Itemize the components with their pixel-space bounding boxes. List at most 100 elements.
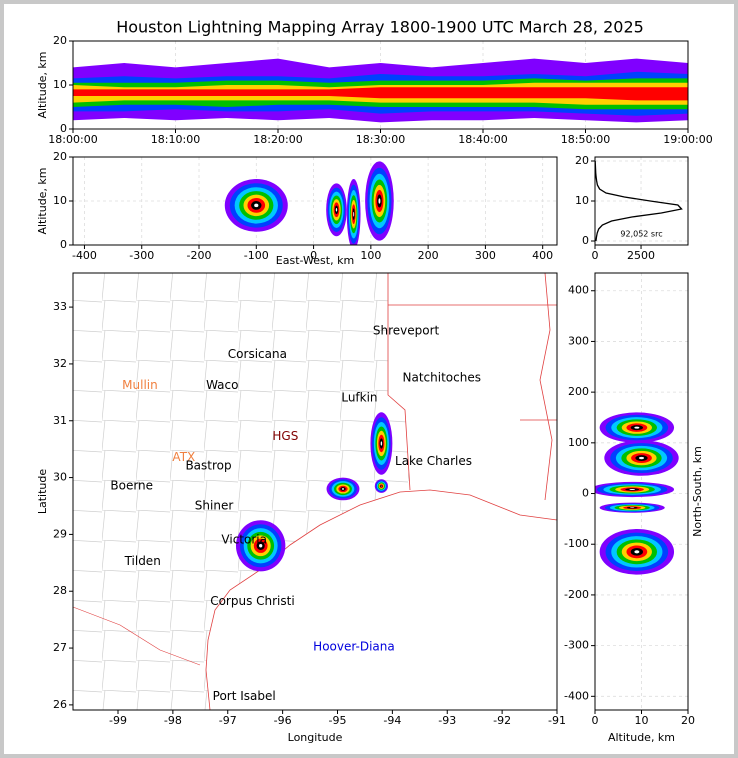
annotation: 92,052 src bbox=[620, 230, 662, 239]
source-density bbox=[639, 456, 644, 460]
x-tick-label: 18:00:00 bbox=[48, 133, 97, 146]
plot-area bbox=[595, 273, 688, 710]
y-tick-label: -400 bbox=[564, 689, 589, 702]
plot-area bbox=[235, 412, 393, 572]
source-density bbox=[380, 485, 382, 487]
place-label: Tilden bbox=[124, 554, 161, 568]
figure-title: Houston Lightning Mapping Array 1800-190… bbox=[116, 18, 644, 37]
x-tick-label: 300 bbox=[475, 249, 496, 262]
x-tick-label: -91 bbox=[548, 714, 566, 727]
y-tick-label: 28 bbox=[53, 584, 67, 597]
place-label: Corsicana bbox=[228, 347, 287, 361]
place-label: Port Isabel bbox=[213, 689, 276, 703]
plot-frame bbox=[594, 272, 689, 711]
y-tick-label: 20 bbox=[53, 34, 67, 47]
place-label: Lake Charles bbox=[395, 454, 472, 468]
x-tick-label: 400 bbox=[532, 249, 553, 262]
x-tick-label: 18:30:00 bbox=[356, 133, 405, 146]
y-axis-label: Altitude, km bbox=[36, 167, 49, 234]
border bbox=[72, 606, 201, 666]
source-density bbox=[378, 198, 381, 204]
y-tick-label: 29 bbox=[53, 527, 67, 540]
source-density bbox=[380, 441, 383, 446]
x-tick-label: -93 bbox=[438, 714, 456, 727]
y-tick-label: 0 bbox=[582, 234, 589, 247]
x-tick-label: -96 bbox=[274, 714, 292, 727]
x-tick-label: -100 bbox=[244, 249, 269, 262]
plot-frame bbox=[72, 40, 689, 130]
x-tick-label: -97 bbox=[219, 714, 237, 727]
x-axis-label: East-West, km bbox=[276, 254, 354, 267]
y-tick-label: 300 bbox=[568, 334, 589, 347]
plot-area bbox=[595, 157, 688, 245]
place-label: ATX bbox=[172, 450, 195, 464]
source-density bbox=[634, 550, 640, 554]
x-tick-label: 0 bbox=[310, 249, 317, 262]
y-tick-label: 0 bbox=[60, 122, 67, 135]
y-tick-label: 27 bbox=[53, 641, 67, 654]
y-axis-label: Altitude, km bbox=[36, 51, 49, 118]
y-tick-label: 200 bbox=[568, 385, 589, 398]
y-tick-label: 10 bbox=[575, 194, 589, 207]
x-tick-label: -300 bbox=[129, 249, 154, 262]
y-tick-label: 30 bbox=[53, 471, 67, 484]
plot-area bbox=[73, 41, 688, 129]
place-label: Natchitoches bbox=[403, 371, 481, 385]
y-axis-label: North-South, km bbox=[691, 446, 704, 537]
x-tick-label: 18:40:00 bbox=[458, 133, 507, 146]
place-label: Shiner bbox=[195, 498, 234, 512]
coastline bbox=[205, 489, 558, 711]
plot-area bbox=[73, 157, 557, 245]
county-lines bbox=[73, 273, 410, 710]
x-axis-label: Longitude bbox=[288, 731, 343, 744]
y-tick-label: 10 bbox=[53, 194, 67, 207]
x-tick-label: 0 bbox=[592, 714, 599, 727]
place-label: Boerne bbox=[110, 479, 153, 493]
y-axis-label: Latitude bbox=[36, 469, 49, 515]
place-label: Victoria bbox=[221, 533, 267, 547]
y-tick-label: 31 bbox=[53, 414, 67, 427]
y-tick-label: -200 bbox=[564, 588, 589, 601]
place-label: Waco bbox=[206, 378, 238, 392]
x-tick-label: -200 bbox=[187, 249, 212, 262]
x-tick-label: -95 bbox=[329, 714, 347, 727]
x-tick-label: 200 bbox=[418, 249, 439, 262]
plot-frame bbox=[72, 156, 558, 246]
source-density bbox=[254, 203, 259, 208]
y-tick-label: -100 bbox=[564, 537, 589, 550]
source-density bbox=[259, 544, 263, 548]
source-density bbox=[629, 488, 636, 490]
source-density bbox=[630, 507, 635, 509]
x-tick-label: 18:50:00 bbox=[561, 133, 610, 146]
y-tick-label: 32 bbox=[53, 357, 67, 370]
x-tick-label: -99 bbox=[109, 714, 127, 727]
x-tick-label: 100 bbox=[360, 249, 381, 262]
x-axis-label: Altitude, km bbox=[608, 731, 675, 744]
y-tick-label: 0 bbox=[60, 238, 67, 251]
altitude-band bbox=[73, 87, 688, 101]
x-tick-label: -98 bbox=[164, 714, 182, 727]
place-label: Lufkin bbox=[341, 391, 377, 405]
x-tick-label: 18:10:00 bbox=[151, 133, 200, 146]
y-tick-label: 26 bbox=[53, 698, 67, 711]
y-tick-label: 20 bbox=[53, 150, 67, 163]
altitude-histogram bbox=[595, 160, 683, 242]
source-density bbox=[335, 208, 338, 212]
map-background bbox=[72, 272, 558, 711]
y-tick-label: 100 bbox=[568, 436, 589, 449]
y-tick-label: 20 bbox=[575, 154, 589, 167]
x-tick-label: -400 bbox=[72, 249, 97, 262]
x-tick-label: 20 bbox=[681, 714, 695, 727]
x-tick-label: 19:00:00 bbox=[663, 133, 712, 146]
y-tick-label: -300 bbox=[564, 639, 589, 652]
x-tick-label: 10 bbox=[635, 714, 649, 727]
y-tick-label: 0 bbox=[582, 487, 589, 500]
place-label: HGS bbox=[272, 429, 298, 443]
source-density bbox=[634, 426, 640, 429]
y-tick-label: 10 bbox=[53, 78, 67, 91]
place-label: Bastrop bbox=[185, 459, 231, 473]
source-density bbox=[353, 211, 355, 217]
x-tick-label: 0 bbox=[592, 249, 599, 262]
